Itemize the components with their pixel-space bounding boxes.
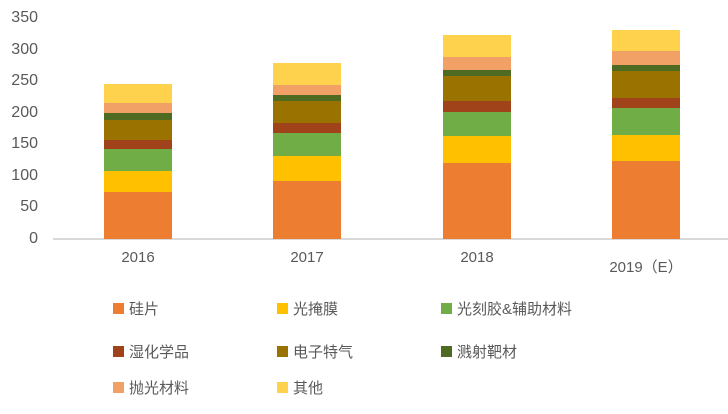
segment-光掩膜 (443, 136, 511, 164)
legend-swatch-icon (277, 381, 288, 393)
segment-抛光材料 (104, 102, 172, 114)
segment-溅射靶材 (273, 95, 341, 102)
legend-label: 湿化学品 (129, 343, 190, 361)
y-tick-label: 250 (11, 72, 38, 90)
segment-电子特气 (612, 71, 680, 99)
segment-其他 (104, 84, 172, 103)
segment-抛光材料 (612, 50, 680, 65)
legend-item-电子特气: 电子特气 (277, 343, 354, 361)
segment-湿化学品 (443, 101, 511, 113)
y-tick-label: 300 (11, 40, 38, 58)
legend-label: 抛光材料 (129, 379, 190, 397)
legend-item-抛光材料: 抛光材料 (113, 379, 190, 397)
segment-溅射靶材 (612, 64, 680, 72)
segment-电子特气 (443, 76, 511, 102)
legend-swatch-icon (113, 345, 124, 357)
segment-溅射靶材 (443, 69, 511, 77)
segment-光掩膜 (273, 156, 341, 182)
segment-光刻胶&辅助材料 (443, 112, 511, 137)
segment-光刻胶&辅助材料 (612, 108, 680, 135)
segment-其他 (443, 35, 511, 57)
bar-2016 (104, 84, 172, 239)
segment-湿化学品 (612, 98, 680, 109)
segment-抛光材料 (443, 56, 511, 70)
y-tick-label: 0 (29, 230, 38, 247)
segment-其他 (612, 29, 680, 51)
legend-swatch-icon (113, 302, 124, 314)
segment-硅片 (443, 163, 511, 239)
legend-swatch-icon (277, 345, 288, 357)
legend-item-湿化学品: 湿化学品 (113, 343, 190, 361)
bar-2019（E） (612, 29, 680, 239)
legend-item-光掩膜: 光掩膜 (277, 300, 339, 318)
segment-抛光材料 (273, 84, 341, 95)
y-tick-label: 350 (11, 9, 38, 26)
segment-湿化学品 (104, 139, 172, 150)
legend-label: 其他 (293, 379, 324, 397)
legend-label: 光掩膜 (293, 300, 339, 318)
legend-item-光刻胶&辅助材料: 光刻胶&辅助材料 (441, 300, 573, 318)
segment-光刻胶&辅助材料 (273, 132, 341, 157)
x-tick-label: 2018 (460, 249, 494, 266)
legend-label: 电子特气 (293, 343, 354, 361)
legend-swatch-icon (441, 302, 452, 314)
legend-item-其他: 其他 (277, 379, 324, 397)
y-tick-label: 100 (11, 166, 38, 184)
legend-swatch-icon (113, 381, 124, 393)
legend-label: 溅射靶材 (457, 343, 518, 361)
legend-label: 硅片 (129, 300, 160, 318)
legend-swatch-icon (441, 345, 452, 357)
legend-item-硅片: 硅片 (113, 300, 160, 318)
segment-硅片 (273, 181, 341, 239)
segment-光刻胶&辅助材料 (104, 149, 172, 172)
y-tick-label: 150 (11, 135, 38, 153)
legend-swatch-icon (277, 302, 288, 314)
segment-光掩膜 (104, 171, 172, 192)
bar-2017 (273, 63, 341, 239)
legend-label: 光刻胶&辅助材料 (457, 300, 573, 318)
segment-其他 (273, 63, 341, 85)
segment-电子特气 (104, 119, 172, 140)
segment-光掩膜 (612, 134, 680, 161)
x-axis-line (53, 238, 728, 240)
y-tick-label: 50 (20, 198, 38, 216)
x-tick-label: 2017 (290, 249, 324, 266)
segment-硅片 (612, 160, 680, 239)
x-tick-label: 2019（E） (609, 259, 683, 276)
segment-电子特气 (273, 101, 341, 123)
segment-湿化学品 (273, 122, 341, 133)
y-tick-label: 200 (11, 103, 38, 121)
x-tick-label: 2016 (121, 249, 155, 266)
segment-硅片 (104, 191, 172, 239)
segment-溅射靶材 (104, 113, 172, 120)
legend-item-溅射靶材: 溅射靶材 (441, 343, 518, 361)
bar-2018 (443, 35, 511, 239)
